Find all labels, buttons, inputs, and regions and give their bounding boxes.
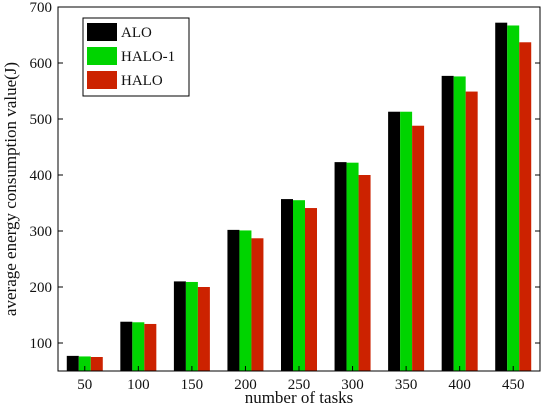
bar-halo-1-100 <box>132 322 145 371</box>
bar-halo-1-50 <box>78 356 91 371</box>
legend-label-halo: HALO <box>121 73 163 89</box>
bar-halo-100 <box>144 323 157 371</box>
legend-label-halo-1: HALO-1 <box>121 49 175 65</box>
legend: ALO HALO-1 HALO <box>82 17 190 97</box>
legend-swatch-halo-1 <box>87 47 117 65</box>
y-tick-label: 400 <box>30 168 53 184</box>
x-tick-label: 150 <box>181 377 204 393</box>
x-tick-label: 400 <box>448 377 471 393</box>
bar-halo-1-350 <box>400 111 413 371</box>
bar-alo-400 <box>441 75 454 371</box>
bar-halo-1-400 <box>453 76 466 371</box>
x-axis-title: number of tasks <box>245 388 354 407</box>
y-tick-label: 500 <box>30 112 53 128</box>
bar-halo-450 <box>519 42 532 371</box>
bar-alo-200 <box>227 229 240 371</box>
y-tick-label: 200 <box>30 280 53 296</box>
y-tick-label: 700 <box>30 0 53 16</box>
y-tick-label: 600 <box>30 56 53 72</box>
bar-alo-100 <box>120 321 133 371</box>
bar-alo-350 <box>388 111 401 371</box>
y-axis-title: average energy consumption value(J) <box>1 62 20 316</box>
bar-alo-250 <box>281 199 293 371</box>
bar-halo-400 <box>465 91 478 371</box>
y-tick-label: 100 <box>30 336 53 352</box>
bar-alo-450 <box>495 22 508 372</box>
bar-halo-1-250 <box>293 200 305 371</box>
x-axis-ticks: 50 100 150 200 250 300 350 400 450 <box>77 366 524 393</box>
bar-halo-200 <box>251 238 264 371</box>
bar-halo-350 <box>412 125 425 371</box>
legend-swatch-halo <box>87 71 117 89</box>
x-tick-label: 50 <box>77 377 92 393</box>
bars-layer <box>66 22 532 372</box>
x-tick-label: 250 <box>288 377 311 393</box>
legend-swatch-alo <box>87 23 117 41</box>
bar-halo-1-150 <box>185 281 198 371</box>
bar-alo-300 <box>334 162 347 371</box>
bar-halo-1-200 <box>239 230 252 371</box>
bar-alo-150 <box>173 281 186 371</box>
bar-alo-50 <box>66 355 79 371</box>
x-tick-label: 450 <box>502 377 525 393</box>
x-tick-label: 200 <box>234 377 257 393</box>
bar-halo-250 <box>305 208 317 371</box>
y-axis-ticks: 100 200 300 400 500 600 700 <box>30 0 540 352</box>
x-tick-label: 300 <box>341 377 364 393</box>
bar-halo-50 <box>90 357 103 371</box>
y-tick-label: 300 <box>30 224 53 240</box>
bar-halo-150 <box>197 287 210 371</box>
x-tick-label: 100 <box>127 377 150 393</box>
legend-label-alo: ALO <box>121 25 152 41</box>
bar-halo-300 <box>358 175 371 371</box>
x-tick-label: 350 <box>395 377 418 393</box>
bar-halo-1-450 <box>507 25 520 371</box>
bar-halo-1-300 <box>346 162 359 371</box>
